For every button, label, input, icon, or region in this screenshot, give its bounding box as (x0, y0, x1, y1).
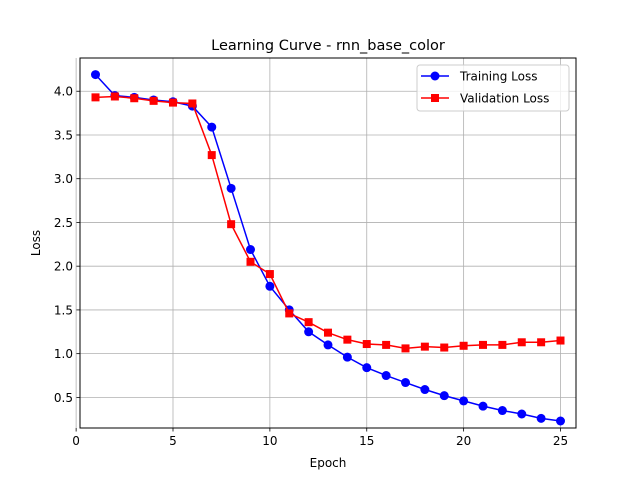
validation-loss-point (110, 92, 119, 101)
series-training-loss (91, 70, 565, 426)
y-tick-label: 3.0 (54, 172, 73, 186)
training-loss-point (497, 406, 507, 416)
series-validation-loss (91, 92, 565, 353)
validation-loss-point (149, 96, 158, 105)
y-tick-label: 2.5 (54, 216, 73, 230)
validation-loss-point (246, 257, 255, 266)
legend-label-training: Training Loss (459, 70, 537, 84)
grid-lines (75, 58, 576, 428)
training-loss-point (226, 183, 236, 193)
legend: Training Loss Validation Loss (416, 64, 570, 112)
training-loss-point (420, 385, 430, 395)
y-axis-label: Loss (29, 230, 43, 256)
validation-loss-point (207, 151, 216, 160)
y-tick-label: 0.5 (54, 391, 73, 405)
validation-loss-point (91, 93, 100, 102)
training-loss-point (342, 352, 352, 362)
y-tick-label: 4.0 (54, 85, 73, 99)
y-tick-label: 1.0 (54, 347, 73, 361)
training-loss-point (401, 378, 410, 388)
training-loss-point (246, 245, 255, 255)
training-loss-point (381, 371, 391, 381)
training-loss-point (517, 409, 527, 419)
series-layer (91, 70, 565, 426)
validation-loss-point (498, 340, 507, 349)
validation-loss-point (343, 335, 352, 344)
validation-loss-point (382, 340, 391, 349)
training-loss-point (459, 396, 469, 406)
x-axis-label: Epoch (310, 456, 347, 470)
legend-label-validation: Validation Loss (460, 92, 549, 106)
legend-marker-training (430, 71, 440, 81)
validation-loss-point (304, 318, 313, 327)
training-loss-point (207, 122, 217, 132)
chart-title: Learning Curve - rnn_base_color (211, 38, 445, 54)
legend-marker-validation (431, 94, 439, 102)
x-tick-label: 20 (456, 434, 471, 448)
legend-box (416, 64, 570, 112)
x-tick-label: 25 (553, 434, 568, 448)
validation-loss-point (459, 341, 468, 350)
validation-loss-point (227, 220, 236, 229)
validation-loss-point (556, 336, 565, 345)
validation-loss-point (362, 340, 371, 349)
training-loss-point (265, 281, 275, 291)
validation-loss-point (265, 270, 274, 279)
training-loss-point (478, 401, 488, 411)
validation-loss-point (169, 98, 177, 107)
x-axis-ticks: 0 5 10 15 20 25 (72, 428, 568, 448)
training-loss-point (556, 416, 565, 426)
y-axis-ticks: 0.5 1.0 1.5 2.0 2.5 3.0 3.5 4.0 (54, 85, 80, 405)
training-loss-point (323, 340, 333, 350)
y-tick-label: 3.5 (54, 128, 73, 142)
training-loss-line (94, 74, 561, 422)
x-tick-label: 5 (169, 434, 177, 448)
training-loss-point (536, 413, 546, 423)
validation-loss-point (479, 340, 487, 349)
validation-loss-point (440, 343, 449, 352)
training-loss-point (91, 70, 100, 80)
x-tick-label: 15 (359, 434, 374, 448)
y-tick-label: 2.0 (54, 260, 73, 274)
y-tick-label: 1.5 (54, 303, 73, 317)
validation-loss-point (130, 94, 139, 103)
validation-loss-point (285, 309, 294, 318)
training-loss-point (439, 391, 449, 401)
validation-loss-point (517, 338, 526, 347)
training-loss-point (362, 363, 372, 373)
validation-loss-point (537, 338, 546, 347)
training-loss-point (304, 327, 314, 337)
x-tick-label: 0 (72, 434, 80, 448)
validation-loss-point (324, 328, 332, 337)
x-tick-label: 10 (262, 434, 277, 448)
validation-loss-point (401, 344, 410, 353)
plot-frame (79, 57, 577, 429)
validation-loss-point (420, 342, 429, 351)
validation-loss-point (188, 99, 197, 108)
